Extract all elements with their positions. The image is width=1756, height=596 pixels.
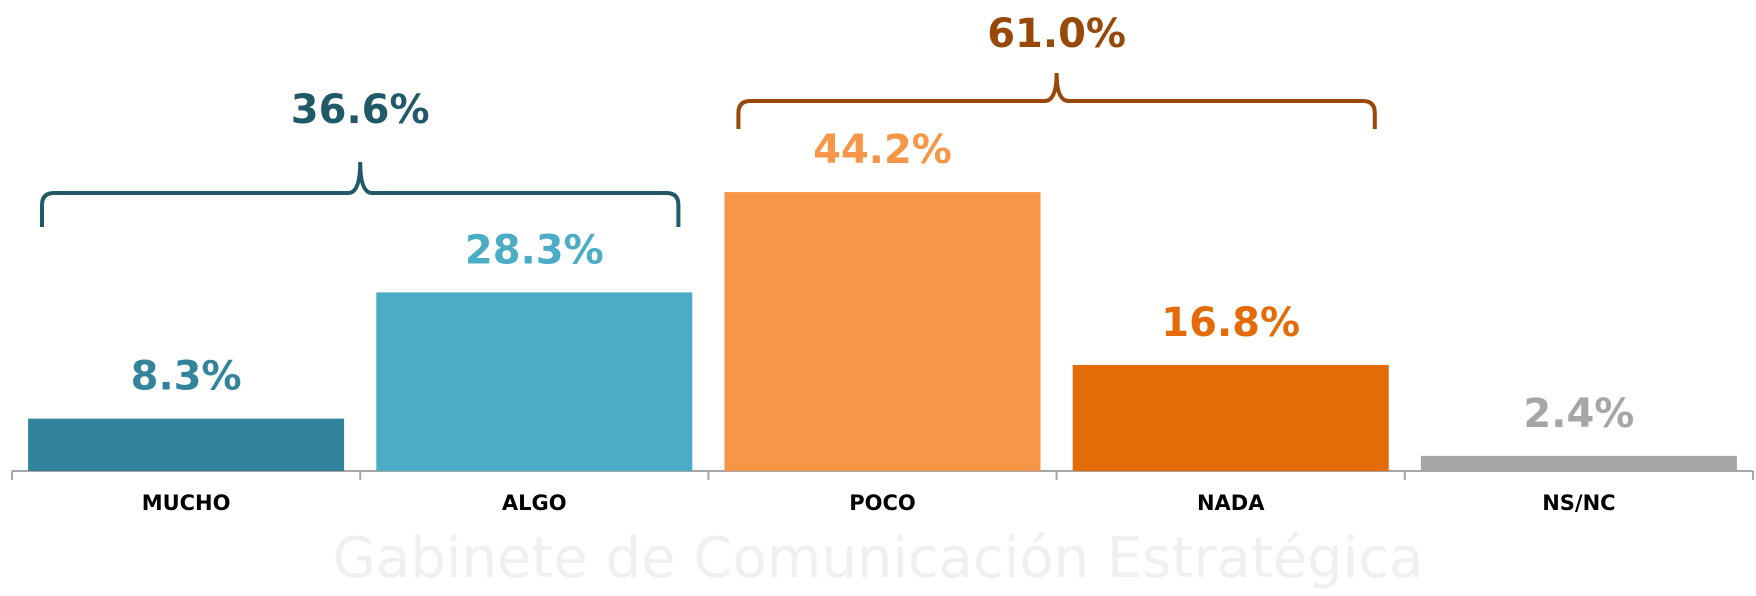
value-label: 8.3% <box>131 354 242 400</box>
bracket <box>40 161 681 227</box>
bracket-label: 61.0% <box>987 11 1126 57</box>
value-label: 2.4% <box>1523 391 1634 437</box>
value-label: 16.8% <box>1161 300 1300 346</box>
bar <box>724 192 1041 471</box>
bracket-label: 36.6% <box>291 87 430 133</box>
bracket <box>736 72 1377 129</box>
category-label: MUCHO <box>142 491 231 515</box>
category-label: NS/NC <box>1542 491 1615 515</box>
category-label: POCO <box>849 491 916 515</box>
bar <box>1072 364 1389 471</box>
category-label: ALGO <box>502 491 567 515</box>
value-label: 28.3% <box>465 227 604 273</box>
value-label: 44.2% <box>813 127 952 173</box>
bar <box>1420 455 1737 471</box>
watermark: Gabinete de Comunicación Estratégica <box>333 526 1424 591</box>
bar <box>376 292 693 471</box>
bar <box>28 418 345 471</box>
category-label: NADA <box>1197 491 1265 515</box>
